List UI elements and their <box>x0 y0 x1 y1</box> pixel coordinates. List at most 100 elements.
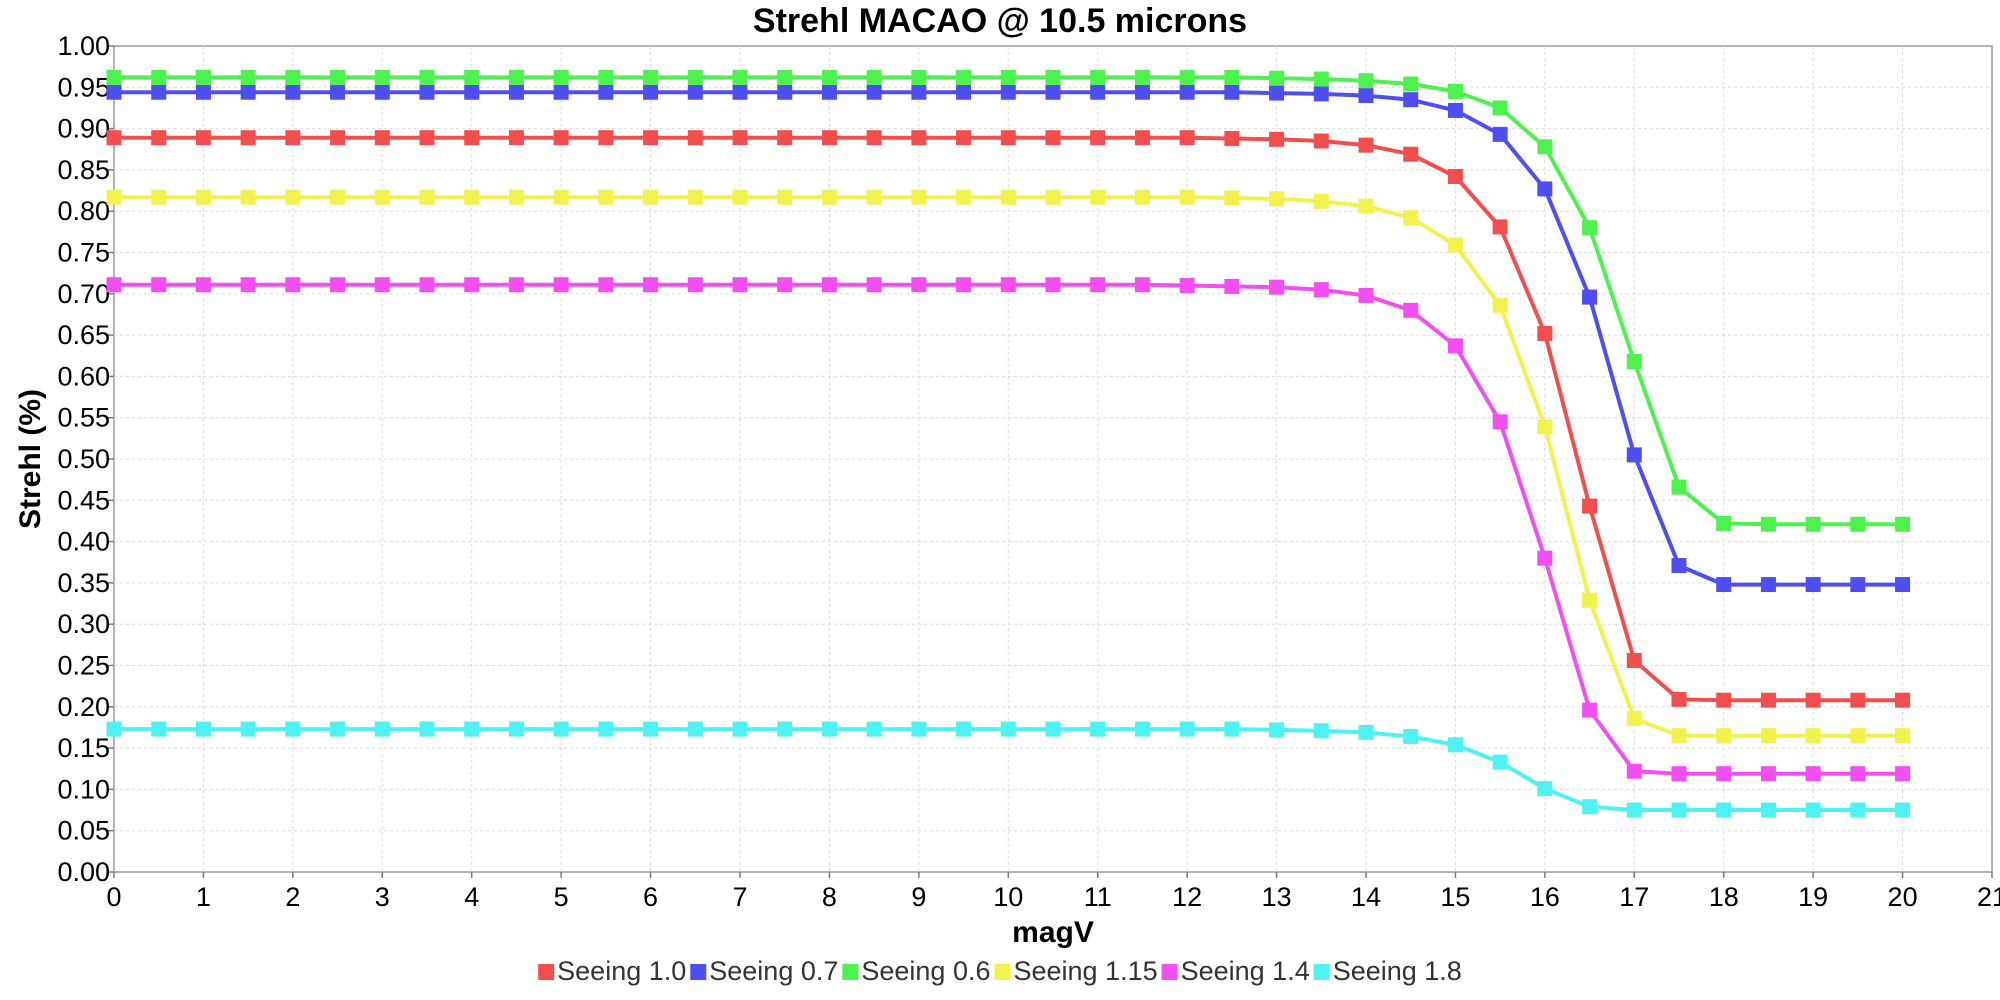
data-point <box>1224 278 1240 294</box>
x-tick-label: 21 <box>1977 882 2000 912</box>
data-point <box>553 130 569 146</box>
data-point <box>1760 516 1776 532</box>
data-point <box>1760 577 1776 593</box>
y-tick-label: 0.45 <box>57 485 110 515</box>
data-point <box>1090 69 1106 85</box>
data-point <box>1626 763 1642 779</box>
data-point <box>374 84 390 100</box>
y-tick-label: 0.05 <box>57 816 110 846</box>
data-point <box>687 721 703 737</box>
data-point <box>374 277 390 293</box>
data-point <box>643 130 659 146</box>
data-point <box>330 277 346 293</box>
data-point <box>1134 69 1150 85</box>
data-point <box>1403 729 1419 745</box>
data-point <box>1403 92 1419 108</box>
data-point <box>1090 721 1106 737</box>
y-tick-label: 0.55 <box>57 403 110 433</box>
data-point <box>1671 728 1687 744</box>
data-point <box>1895 728 1911 744</box>
data-point <box>956 277 972 293</box>
y-tick-label: 0.10 <box>57 774 110 804</box>
data-point <box>1850 516 1866 532</box>
series-5 <box>106 277 1911 782</box>
data-point <box>1224 721 1240 737</box>
data-point <box>1358 73 1374 89</box>
y-tick-label: 0.50 <box>57 444 110 474</box>
data-point <box>106 721 122 737</box>
data-point <box>508 721 524 737</box>
data-point <box>1626 653 1642 669</box>
data-point <box>1269 191 1285 207</box>
data-point <box>1805 516 1821 532</box>
data-point <box>285 84 301 100</box>
x-tick-label: 3 <box>375 882 390 912</box>
data-point <box>1716 766 1732 782</box>
data-point <box>508 189 524 205</box>
data-point <box>285 721 301 737</box>
data-point <box>821 69 837 85</box>
data-point <box>1403 146 1419 162</box>
data-point <box>419 130 435 146</box>
data-point <box>1492 754 1508 770</box>
data-point <box>1537 781 1553 797</box>
data-point <box>1716 692 1732 708</box>
data-point <box>553 277 569 293</box>
data-point <box>1805 766 1821 782</box>
data-point <box>1179 278 1195 294</box>
x-tick-label: 2 <box>285 882 300 912</box>
legend-item-4: Seeing 1.15 <box>994 956 1158 986</box>
x-tick-label: 17 <box>1619 882 1649 912</box>
data-point <box>1313 86 1329 102</box>
data-point <box>1895 766 1911 782</box>
data-point <box>1671 802 1687 818</box>
x-tick-label: 5 <box>554 882 569 912</box>
data-point <box>1224 131 1240 147</box>
data-point <box>553 189 569 205</box>
data-point <box>777 721 793 737</box>
data-point <box>195 277 211 293</box>
data-point <box>1671 766 1687 782</box>
data-point <box>1671 558 1687 574</box>
data-point <box>687 69 703 85</box>
legend-swatch <box>842 964 859 980</box>
y-tick-label: 0.60 <box>57 361 110 391</box>
data-point <box>195 84 211 100</box>
x-tick-label: 16 <box>1530 882 1560 912</box>
data-point <box>1224 190 1240 206</box>
data-point <box>732 277 748 293</box>
data-point <box>1760 802 1776 818</box>
x-tick-label: 10 <box>993 882 1023 912</box>
data-point <box>151 130 167 146</box>
x-tick-label: 11 <box>1084 882 1112 912</box>
data-point <box>151 277 167 293</box>
legend: Seeing 1.0 Seeing 0.7 Seeing 0.6 Seeing 1.1… <box>538 956 1462 986</box>
data-point <box>911 277 927 293</box>
data-point <box>1090 84 1106 100</box>
data-point <box>1582 289 1598 305</box>
data-point <box>1179 84 1195 100</box>
data-point <box>1850 577 1866 593</box>
data-point <box>687 84 703 100</box>
series-3 <box>106 69 1911 532</box>
data-point <box>1269 70 1285 86</box>
x-tick-label: 1 <box>196 882 211 912</box>
data-point <box>687 189 703 205</box>
data-point <box>1090 130 1106 146</box>
data-point <box>821 130 837 146</box>
data-point <box>195 721 211 737</box>
data-point <box>285 69 301 85</box>
y-tick-label: 0.35 <box>57 568 110 598</box>
data-point <box>1537 550 1553 566</box>
data-point <box>1358 137 1374 153</box>
data-point <box>866 84 882 100</box>
legend-label: Seeing 0.7 <box>709 956 838 986</box>
data-point <box>598 84 614 100</box>
data-point <box>106 69 122 85</box>
data-point <box>419 721 435 737</box>
data-point <box>464 84 480 100</box>
data-point <box>508 130 524 146</box>
data-point <box>732 721 748 737</box>
x-tick-label: 9 <box>911 882 926 912</box>
